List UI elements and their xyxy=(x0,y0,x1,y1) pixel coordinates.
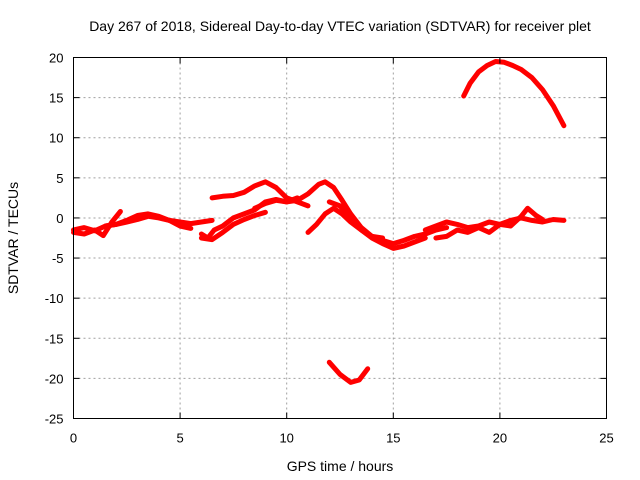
x-axis-label: GPS time / hours xyxy=(287,458,394,474)
data-series xyxy=(71,59,567,385)
series-arc-12 xyxy=(433,205,545,241)
y-tick-label: 15 xyxy=(49,91,63,106)
y-tick-label: -25 xyxy=(45,412,64,427)
x-tick-label: 25 xyxy=(599,431,613,446)
plot-frame xyxy=(73,57,607,419)
y-tick-label: 20 xyxy=(49,51,63,66)
x-tick-label: 15 xyxy=(386,431,400,446)
grid xyxy=(73,57,607,419)
series-arc-13 xyxy=(461,59,567,129)
y-tick-label: 5 xyxy=(56,171,63,186)
x-tick-label: 5 xyxy=(176,431,183,446)
x-tick-label: 10 xyxy=(279,431,293,446)
y-tick-label: -5 xyxy=(52,251,64,266)
y-tick-label: -20 xyxy=(45,371,64,386)
series-arc-3 xyxy=(103,211,194,231)
y-tick-label: 10 xyxy=(49,131,63,146)
chart-title: Day 267 of 2018, Sidereal Day-to-day VTE… xyxy=(89,18,591,34)
y-axis-label: SDTVAR / TECUs xyxy=(5,182,21,294)
y-tick-label: -15 xyxy=(45,331,64,346)
axis-ticks: 0 5 10 15 20 25 -25 -20 -15 -10 -5 0 5 10 15 20 xyxy=(45,51,614,446)
series-arc-9 xyxy=(326,199,450,247)
y-tick-label: 0 xyxy=(56,211,63,226)
x-tick-label: 20 xyxy=(493,431,507,446)
series-arc-11 xyxy=(422,215,567,233)
x-tick-label: 0 xyxy=(70,431,77,446)
series-arc-10 xyxy=(326,359,371,385)
series-arc-2 xyxy=(71,209,123,239)
series-arc-6 xyxy=(198,209,268,243)
y-tick-label: -10 xyxy=(45,291,64,306)
